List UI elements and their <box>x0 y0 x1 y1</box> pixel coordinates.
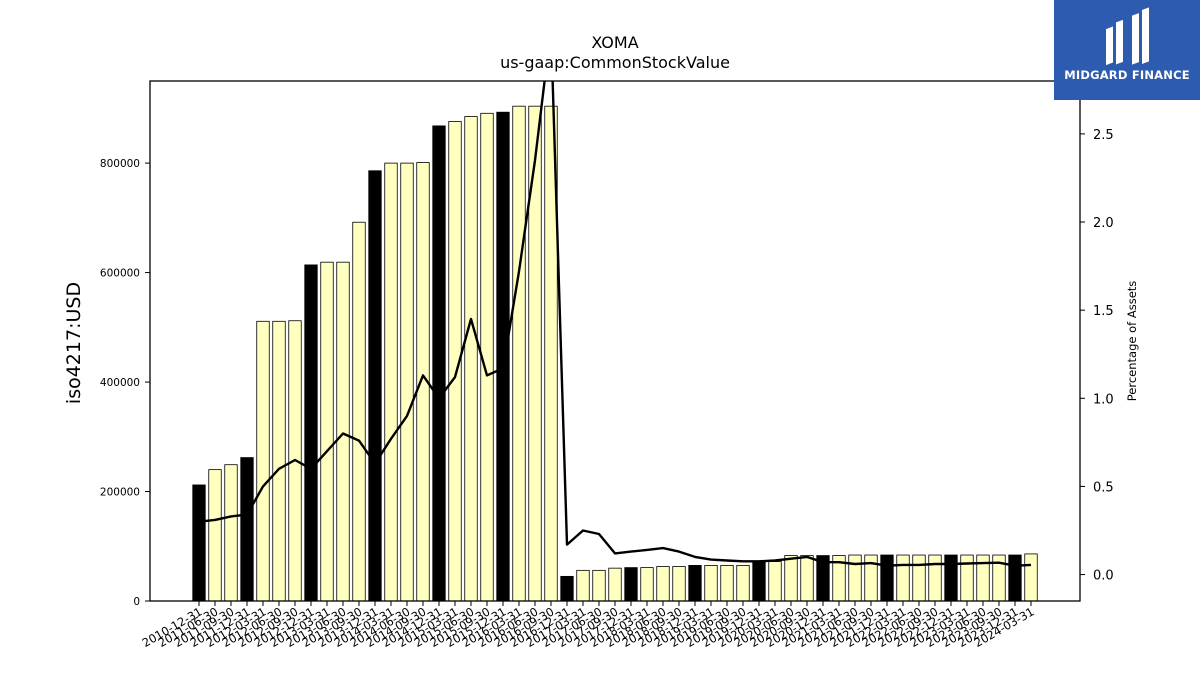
bar-2024-03-31 <box>1024 553 1038 602</box>
bar-2012-03-31 <box>256 320 270 602</box>
chart-title: XOMA <box>591 33 638 52</box>
bar-2020-09-30 <box>800 555 814 602</box>
bar-2013-12-31 <box>368 170 382 602</box>
bar-2018-06-30 <box>656 566 670 602</box>
bar-2017-06-30 <box>592 569 606 602</box>
bar-2016-12-31 <box>560 575 574 602</box>
bar-2016-03-31 <box>512 105 526 602</box>
bar-2022-12-31 <box>944 554 958 602</box>
bar-2010-12-31 <box>192 484 206 602</box>
y-tick-label: 600000 <box>100 268 140 280</box>
y2-tick-label: 0.0 <box>1093 569 1114 584</box>
bar-2015-06-30 <box>464 116 478 602</box>
bar-2012-06-30 <box>272 320 286 602</box>
bar-2012-12-31 <box>304 264 318 602</box>
y-axis-label: iso4217:USD <box>63 282 85 404</box>
bar-2013-06-30 <box>336 261 350 602</box>
midgard-logo-icon <box>1106 7 1149 66</box>
y-tick-label: 800000 <box>100 158 140 170</box>
bar-2017-12-31 <box>624 567 638 602</box>
y2-tick-label: 2.0 <box>1093 216 1114 231</box>
bar-2018-03-31 <box>640 567 654 602</box>
bar-2017-03-31 <box>576 569 590 602</box>
bar-2018-09-30 <box>672 566 686 602</box>
bar-2011-09-30 <box>224 464 238 602</box>
y-tick-label: 200000 <box>100 487 140 499</box>
bar-2020-03-31 <box>768 561 782 602</box>
bar-2015-12-31 <box>496 111 510 602</box>
bar-2022-03-31 <box>896 554 910 602</box>
bar-2013-09-30 <box>352 221 366 602</box>
bar-2019-06-30 <box>720 565 734 602</box>
bar-2020-06-30 <box>784 555 798 602</box>
bar-2014-12-31 <box>432 125 446 602</box>
y2-tick-label: 1.0 <box>1093 392 1114 407</box>
bar-2023-03-31 <box>960 554 974 602</box>
y2-tick-label: 1.5 <box>1093 304 1114 319</box>
bar-2011-12-31 <box>240 457 254 602</box>
bar-2018-12-31 <box>688 565 702 602</box>
bar-2022-09-30 <box>928 554 942 602</box>
chart-subtitle: us-gaap:CommonStockValue <box>500 53 730 72</box>
midgard-finance-logo: MIDGARD FINANCE <box>1054 0 1200 100</box>
bar-2017-09-30 <box>608 567 622 602</box>
bar-2013-03-31 <box>320 261 334 602</box>
y2-tick-label: 2.5 <box>1093 128 1114 143</box>
y-tick-label: 0 <box>133 596 140 608</box>
bar-2021-12-31 <box>880 554 894 602</box>
logo-text: MIDGARD FINANCE <box>1064 68 1190 82</box>
y2-tick-label: 0.5 <box>1093 480 1114 495</box>
bar-2019-12-31 <box>752 561 766 602</box>
bar-2014-06-30 <box>400 162 414 602</box>
percentage-of-assets-line <box>198 81 1032 567</box>
bar-2014-03-31 <box>384 162 398 602</box>
bar-2019-03-31 <box>704 565 718 602</box>
bar-2011-06-30 <box>208 469 222 602</box>
bar-2022-06-30 <box>912 554 926 602</box>
y-tick-label: 400000 <box>100 377 140 389</box>
bar-2019-09-30 <box>736 565 750 602</box>
bar-2016-06-30 <box>528 105 542 602</box>
bar-2021-06-30 <box>848 554 862 602</box>
y2-axis-label: Percentage of Assets <box>1125 281 1139 402</box>
bar-2023-12-31 <box>1008 554 1022 602</box>
